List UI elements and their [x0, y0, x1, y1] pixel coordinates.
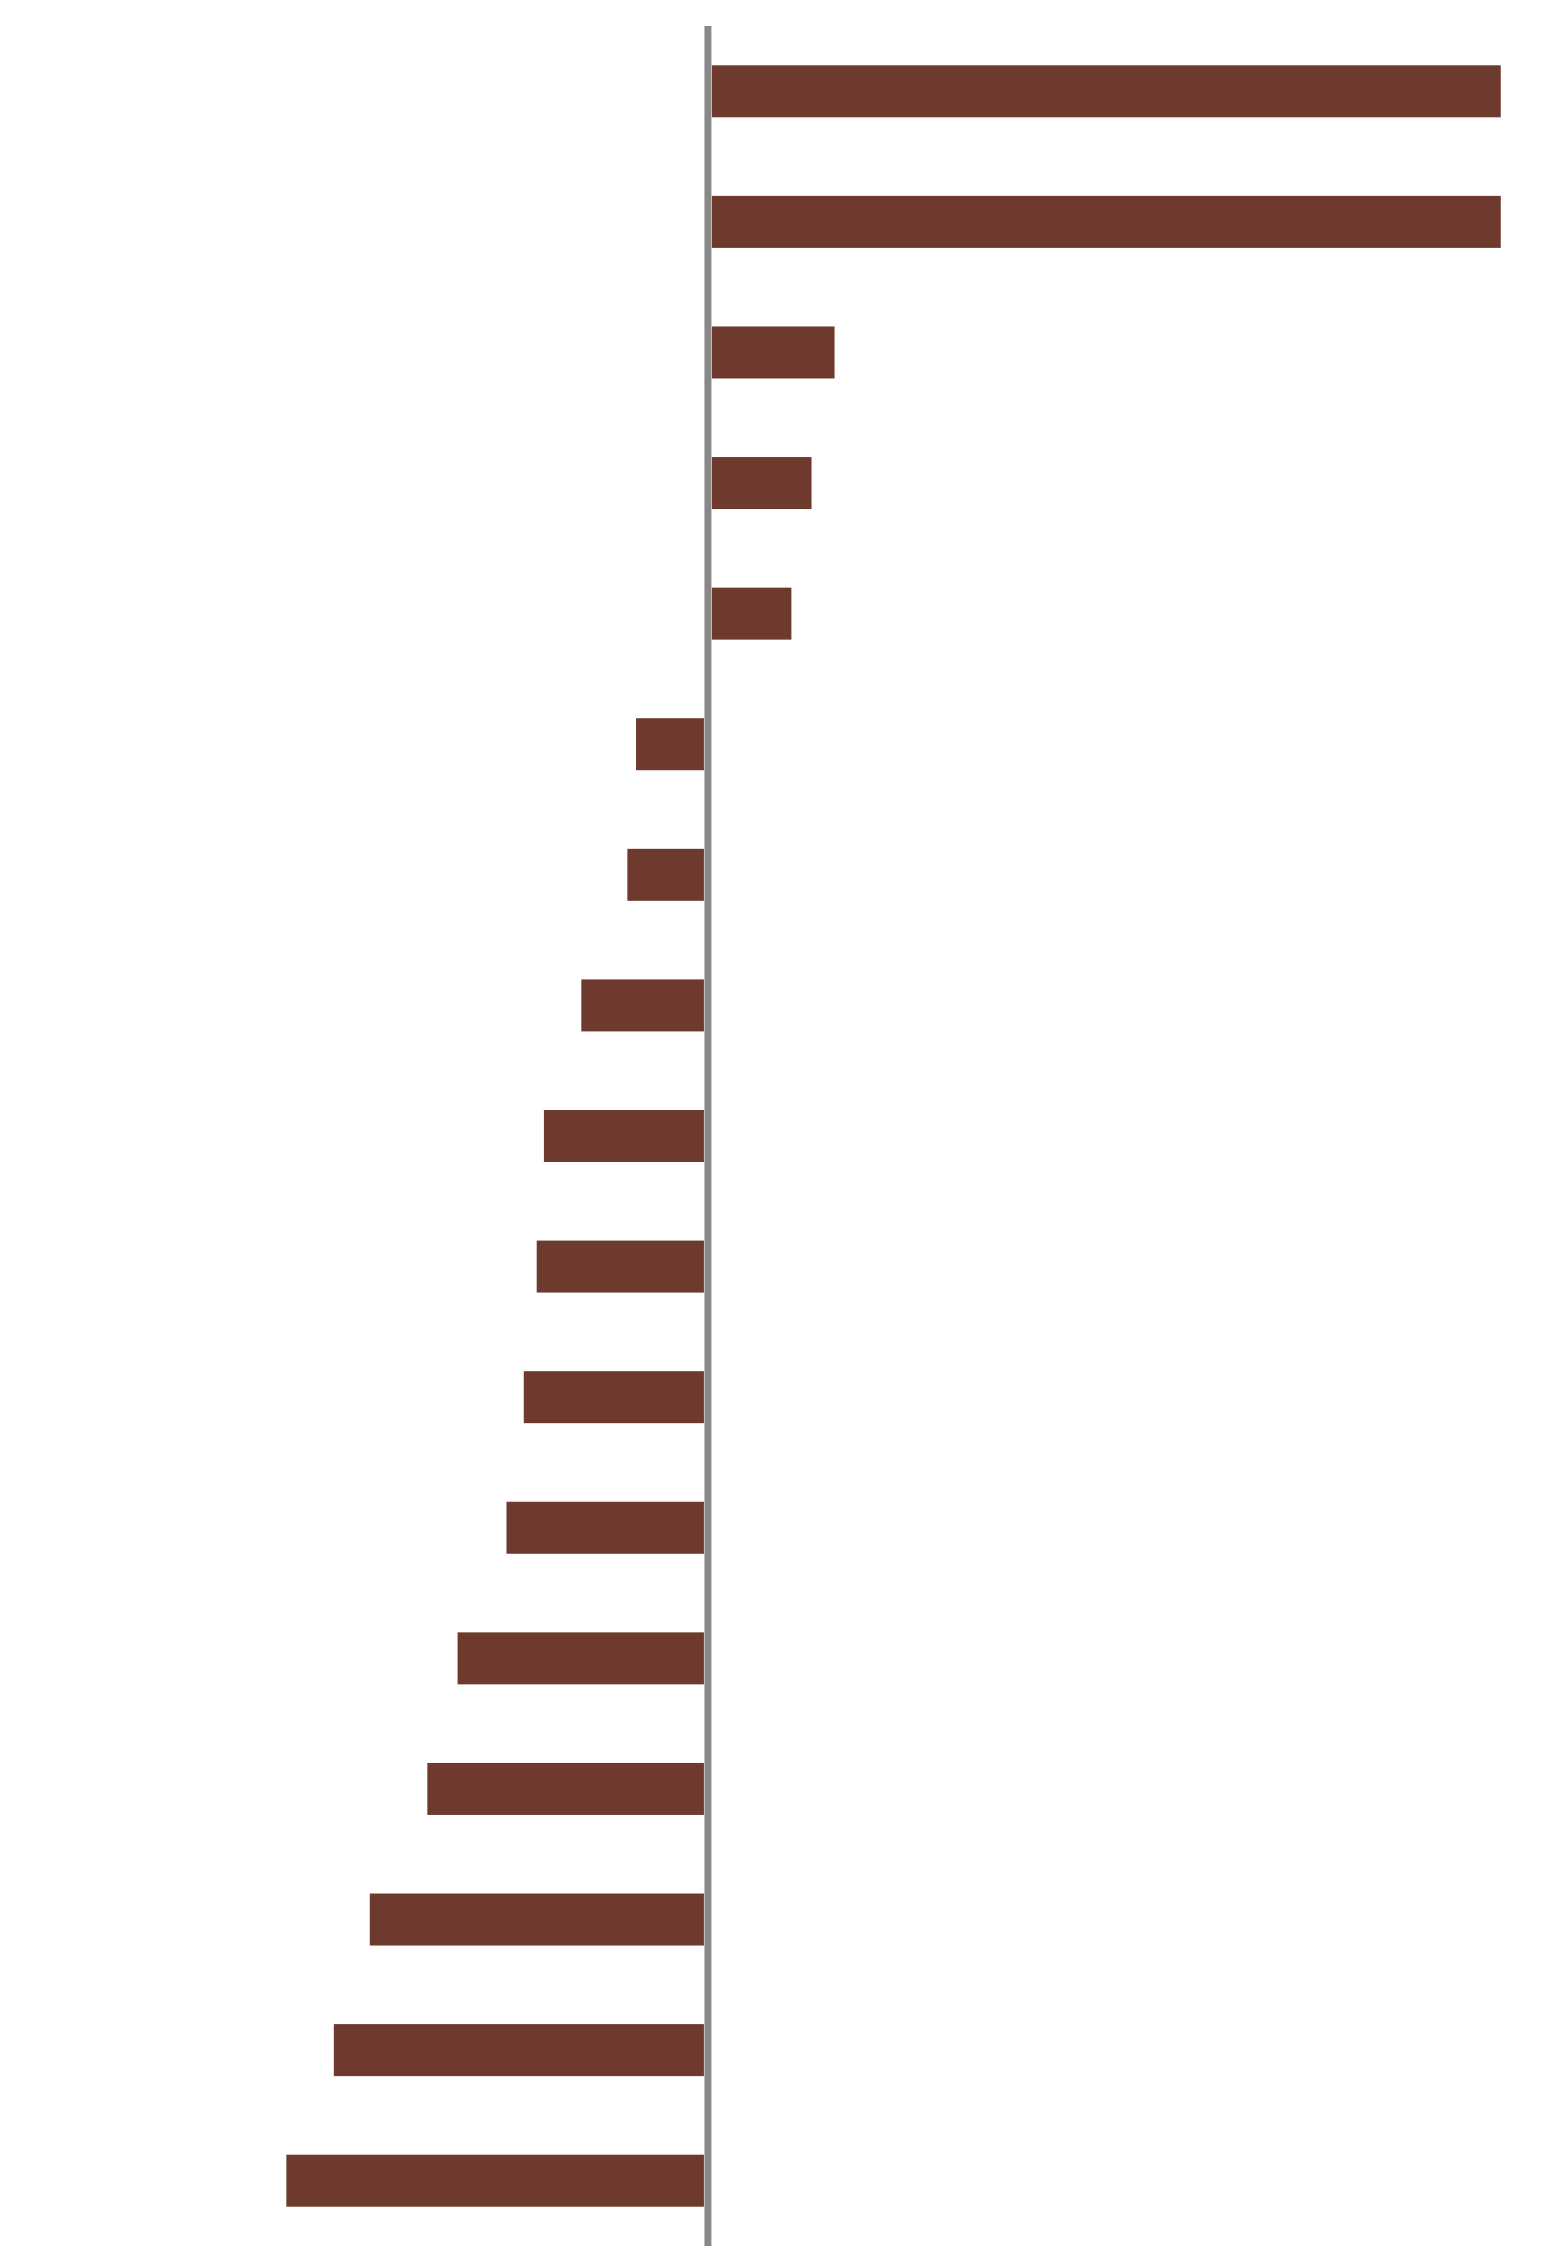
bar: [427, 1762, 704, 1815]
bar: [711, 195, 1501, 248]
bar: [536, 1240, 704, 1293]
bar: [711, 587, 792, 640]
bar: [711, 457, 812, 510]
bar: [581, 979, 704, 1032]
bar: [627, 848, 704, 901]
bar: [711, 326, 835, 379]
bar: [333, 2024, 704, 2077]
bar: [543, 1110, 704, 1162]
bar: [635, 718, 704, 771]
bar: [506, 1501, 704, 1554]
bar: [286, 2154, 704, 2207]
bar: [711, 65, 1501, 118]
bar: [457, 1632, 704, 1685]
bar: [523, 1371, 704, 1424]
bar: [369, 1893, 704, 1946]
